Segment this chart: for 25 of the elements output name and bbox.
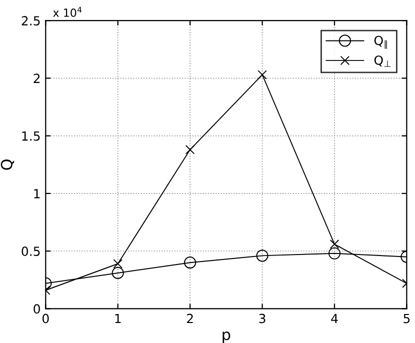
x-tick-label: 1 [115, 314, 121, 324]
point [328, 247, 341, 260]
x-axis-title: p [222, 331, 230, 343]
x-tick-label: 0 [42, 314, 49, 324]
y-axis-title: Q [0, 159, 14, 170]
point [184, 256, 196, 269]
text: x 10$^{4}$ [53, 6, 82, 17]
x-tick-label: 3 [259, 314, 266, 324]
x-tick-label: 4 [331, 314, 338, 324]
point [185, 145, 195, 154]
y-tick-label: 0.5 [22, 246, 40, 256]
y-tick-label: 2 [34, 74, 40, 83]
x-tick-label: 2 [187, 314, 193, 324]
point [112, 266, 124, 280]
point [256, 250, 268, 262]
point [258, 70, 267, 80]
y-tick-label: 2.5 [22, 16, 40, 26]
x-tick-label: 5 [404, 314, 410, 324]
y-tick-label: 1.5 [22, 131, 40, 141]
legend-label: Q$_{⊥}$ [374, 55, 391, 67]
point [113, 259, 123, 268]
y-tick-label: 0 [34, 304, 40, 314]
legend-label: Q$_{∥}$ [374, 36, 387, 49]
y-tick-label: 1 [34, 189, 40, 198]
point [330, 240, 340, 249]
